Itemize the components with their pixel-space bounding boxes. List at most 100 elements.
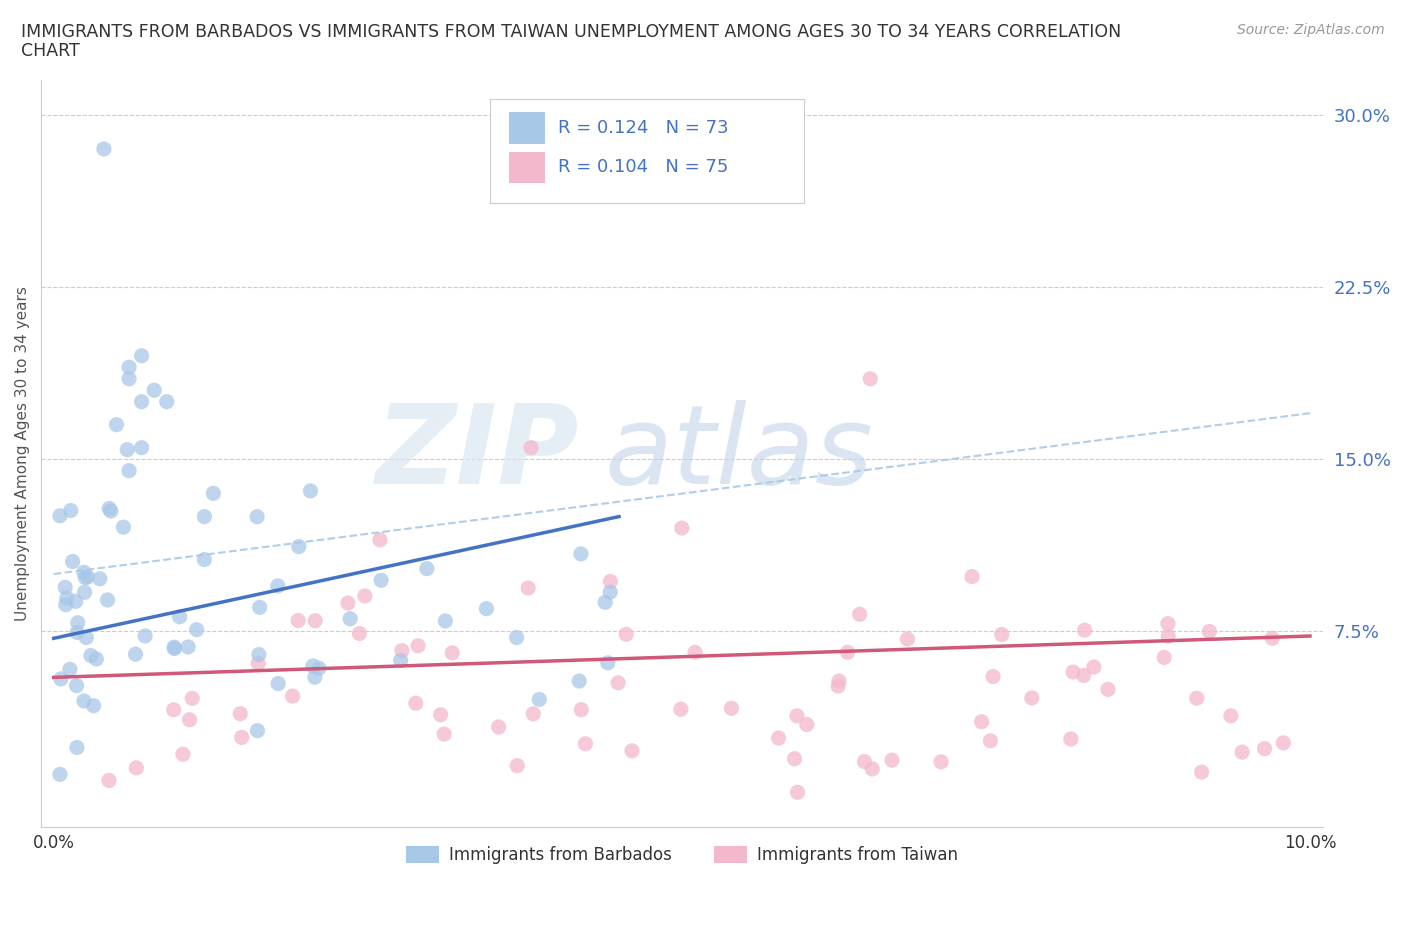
Point xyxy=(607,675,630,690)
Point xyxy=(506,758,529,773)
Point xyxy=(125,761,148,776)
Point xyxy=(339,611,361,626)
Point xyxy=(169,609,191,624)
Point xyxy=(73,565,96,579)
Point xyxy=(49,767,72,782)
Point xyxy=(336,595,359,610)
Point xyxy=(853,754,876,769)
Point xyxy=(1191,764,1213,779)
Point xyxy=(517,580,540,595)
Point xyxy=(786,785,808,800)
Point xyxy=(1230,745,1253,760)
Point xyxy=(115,443,138,458)
Point xyxy=(1198,624,1220,639)
Point xyxy=(1073,668,1095,683)
Point xyxy=(1097,682,1119,697)
Point xyxy=(488,720,510,735)
Point xyxy=(83,698,105,713)
Point xyxy=(287,613,309,628)
Point xyxy=(370,573,392,588)
Point xyxy=(569,547,592,562)
Point xyxy=(896,631,918,646)
Point xyxy=(202,485,225,500)
Point xyxy=(75,631,97,645)
Point xyxy=(1073,623,1095,638)
Y-axis label: Unemployment Among Ages 30 to 34 years: Unemployment Among Ages 30 to 34 years xyxy=(15,286,30,621)
Point xyxy=(441,645,464,660)
Text: R = 0.104   N = 75: R = 0.104 N = 75 xyxy=(558,158,728,177)
Point xyxy=(131,349,153,364)
Point xyxy=(73,694,96,709)
Point xyxy=(848,607,870,622)
Point xyxy=(96,592,118,607)
Point xyxy=(302,658,325,673)
Point xyxy=(231,730,253,745)
Point xyxy=(49,671,72,686)
Point xyxy=(614,627,637,642)
Point xyxy=(368,532,391,547)
Point xyxy=(62,554,84,569)
Point xyxy=(828,673,851,688)
Point xyxy=(177,640,200,655)
Point xyxy=(786,709,808,724)
Point xyxy=(1261,631,1284,645)
Point xyxy=(783,751,806,766)
Point xyxy=(960,569,983,584)
Point xyxy=(568,673,591,688)
Point xyxy=(281,689,304,704)
Point xyxy=(837,644,859,659)
Point xyxy=(979,734,1001,749)
Point xyxy=(299,484,322,498)
Point xyxy=(246,724,269,738)
Point xyxy=(93,141,115,156)
Point xyxy=(100,503,122,518)
Point xyxy=(105,418,128,432)
Point xyxy=(505,631,527,645)
Point xyxy=(76,569,98,584)
Point xyxy=(193,552,215,567)
Point xyxy=(669,702,692,717)
Point xyxy=(434,614,457,629)
Text: CHART: CHART xyxy=(21,42,80,60)
Point xyxy=(475,601,498,616)
Point xyxy=(1021,690,1043,705)
Point xyxy=(66,740,89,755)
Point xyxy=(118,360,141,375)
Point xyxy=(1157,617,1180,631)
Point xyxy=(246,510,269,525)
Point xyxy=(75,570,97,585)
Point xyxy=(1062,665,1084,680)
FancyBboxPatch shape xyxy=(509,113,544,143)
Point xyxy=(522,707,544,722)
Point xyxy=(1253,741,1275,756)
Point xyxy=(118,463,141,478)
Point xyxy=(186,622,208,637)
Point xyxy=(179,712,201,727)
Point xyxy=(859,371,882,386)
Point xyxy=(720,701,742,716)
Point xyxy=(163,640,186,655)
Point xyxy=(181,691,204,706)
Text: Source: ZipAtlas.com: Source: ZipAtlas.com xyxy=(1237,23,1385,37)
Point xyxy=(880,752,903,767)
Point xyxy=(599,585,621,600)
Legend: Immigrants from Barbados, Immigrants from Taiwan: Immigrants from Barbados, Immigrants fro… xyxy=(399,839,965,870)
Point xyxy=(827,679,849,694)
Point xyxy=(671,521,693,536)
Point xyxy=(59,662,82,677)
Point xyxy=(349,626,371,641)
Point xyxy=(596,656,619,671)
Point xyxy=(267,676,290,691)
Point xyxy=(55,597,77,612)
Point xyxy=(970,714,993,729)
Point xyxy=(124,646,146,661)
Point xyxy=(156,394,179,409)
Point xyxy=(429,708,451,723)
Point xyxy=(66,616,89,631)
Point xyxy=(247,656,270,671)
Point xyxy=(520,440,543,455)
Point xyxy=(574,737,596,751)
Point xyxy=(143,383,166,398)
Point xyxy=(389,653,412,668)
Point xyxy=(131,394,153,409)
